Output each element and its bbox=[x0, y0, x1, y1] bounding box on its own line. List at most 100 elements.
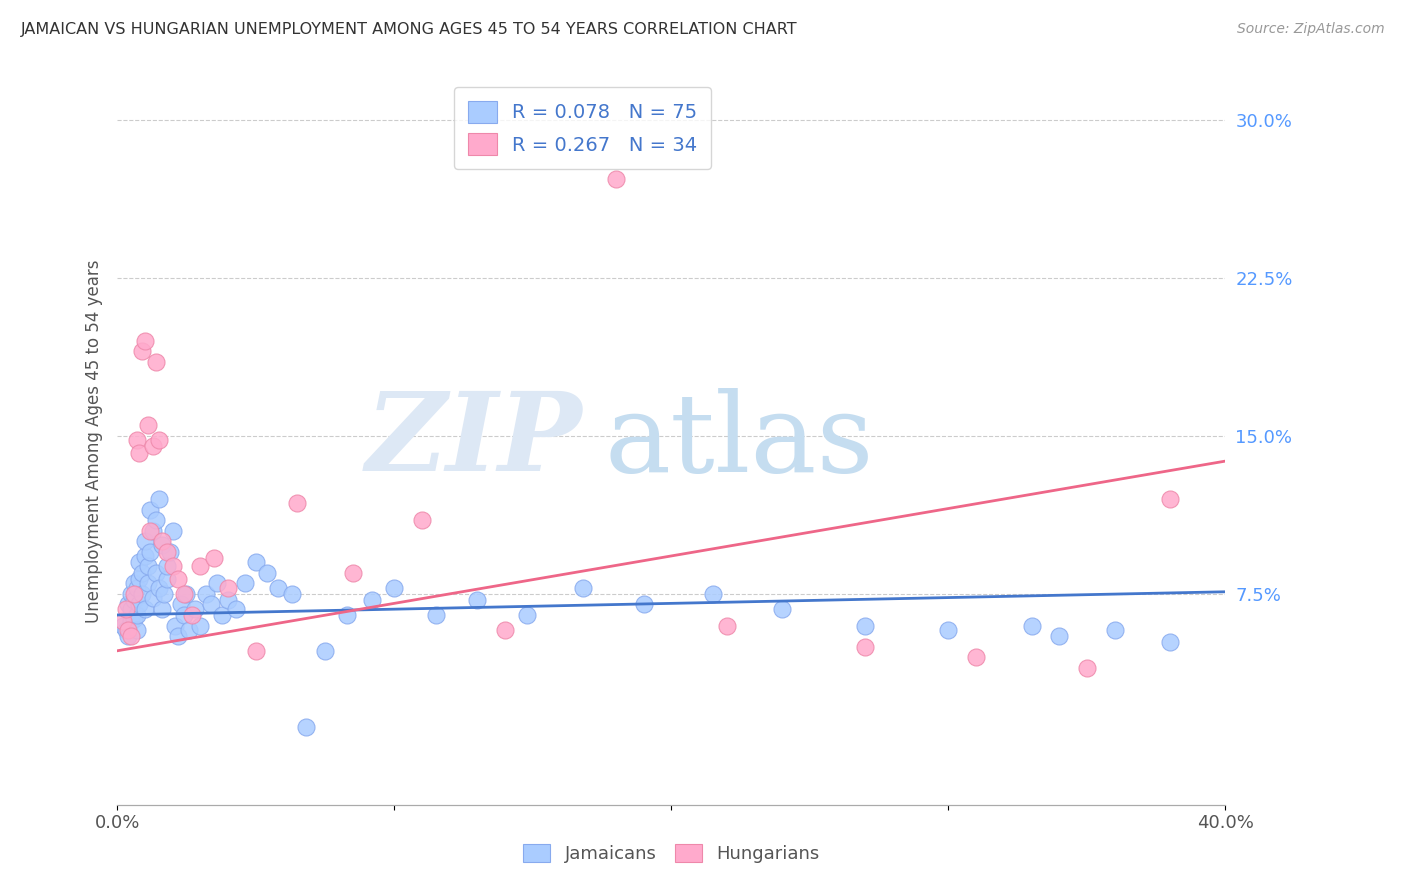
Point bbox=[122, 612, 145, 626]
Point bbox=[114, 623, 136, 637]
Point bbox=[200, 598, 222, 612]
Point bbox=[245, 644, 267, 658]
Y-axis label: Unemployment Among Ages 45 to 54 years: Unemployment Among Ages 45 to 54 years bbox=[86, 260, 103, 623]
Point bbox=[382, 581, 405, 595]
Point bbox=[188, 618, 211, 632]
Point bbox=[142, 524, 165, 538]
Point bbox=[139, 502, 162, 516]
Point bbox=[128, 555, 150, 569]
Point bbox=[205, 576, 228, 591]
Point bbox=[202, 551, 225, 566]
Point bbox=[245, 555, 267, 569]
Point bbox=[1159, 635, 1181, 649]
Point bbox=[128, 598, 150, 612]
Point bbox=[145, 566, 167, 580]
Point bbox=[122, 587, 145, 601]
Point bbox=[153, 587, 176, 601]
Point bbox=[181, 607, 204, 622]
Point bbox=[1076, 660, 1098, 674]
Point bbox=[336, 607, 359, 622]
Point bbox=[128, 572, 150, 586]
Point bbox=[117, 598, 139, 612]
Point bbox=[125, 607, 148, 622]
Point bbox=[256, 566, 278, 580]
Point bbox=[965, 650, 987, 665]
Point bbox=[425, 607, 447, 622]
Point bbox=[128, 445, 150, 459]
Point bbox=[1021, 618, 1043, 632]
Point bbox=[184, 601, 207, 615]
Text: Source: ZipAtlas.com: Source: ZipAtlas.com bbox=[1237, 22, 1385, 37]
Point bbox=[1047, 629, 1070, 643]
Point bbox=[1104, 623, 1126, 637]
Point bbox=[853, 618, 876, 632]
Point bbox=[167, 572, 190, 586]
Point bbox=[156, 559, 179, 574]
Point bbox=[159, 545, 181, 559]
Point bbox=[136, 576, 159, 591]
Point bbox=[111, 618, 134, 632]
Point bbox=[702, 587, 724, 601]
Point bbox=[605, 171, 627, 186]
Point bbox=[314, 644, 336, 658]
Point bbox=[165, 618, 187, 632]
Point bbox=[131, 566, 153, 580]
Text: JAMAICAN VS HUNGARIAN UNEMPLOYMENT AMONG AGES 45 TO 54 YEARS CORRELATION CHART: JAMAICAN VS HUNGARIAN UNEMPLOYMENT AMONG… bbox=[21, 22, 797, 37]
Point bbox=[494, 623, 516, 637]
Point bbox=[145, 513, 167, 527]
Point bbox=[571, 581, 593, 595]
Point bbox=[120, 601, 142, 615]
Point bbox=[125, 433, 148, 447]
Point bbox=[633, 598, 655, 612]
Point bbox=[770, 601, 793, 615]
Point bbox=[156, 572, 179, 586]
Point bbox=[111, 615, 134, 629]
Point bbox=[134, 334, 156, 348]
Point bbox=[139, 524, 162, 538]
Point bbox=[361, 593, 384, 607]
Point bbox=[467, 593, 489, 607]
Legend: R = 0.078   N = 75, R = 0.267   N = 34: R = 0.078 N = 75, R = 0.267 N = 34 bbox=[454, 87, 711, 169]
Point bbox=[131, 587, 153, 601]
Point bbox=[134, 549, 156, 563]
Point bbox=[148, 491, 170, 506]
Text: ZIP: ZIP bbox=[366, 387, 582, 495]
Point bbox=[1159, 491, 1181, 506]
Point bbox=[148, 433, 170, 447]
Point bbox=[716, 618, 738, 632]
Point bbox=[156, 545, 179, 559]
Point bbox=[145, 355, 167, 369]
Point bbox=[134, 534, 156, 549]
Point bbox=[122, 576, 145, 591]
Point bbox=[131, 344, 153, 359]
Point bbox=[136, 559, 159, 574]
Point bbox=[120, 629, 142, 643]
Point bbox=[173, 587, 195, 601]
Point bbox=[194, 587, 217, 601]
Point bbox=[120, 587, 142, 601]
Point bbox=[139, 545, 162, 559]
Point bbox=[142, 591, 165, 606]
Text: atlas: atlas bbox=[605, 387, 875, 494]
Point bbox=[217, 593, 239, 607]
Point bbox=[125, 581, 148, 595]
Point bbox=[162, 559, 184, 574]
Point bbox=[225, 601, 247, 615]
Point bbox=[150, 601, 173, 615]
Point bbox=[114, 601, 136, 615]
Point bbox=[117, 623, 139, 637]
Point bbox=[134, 601, 156, 615]
Point bbox=[411, 513, 433, 527]
Point bbox=[938, 623, 960, 637]
Point bbox=[170, 598, 193, 612]
Point bbox=[176, 587, 198, 601]
Point bbox=[211, 607, 233, 622]
Point bbox=[853, 640, 876, 654]
Point bbox=[120, 615, 142, 629]
Point bbox=[342, 566, 364, 580]
Point bbox=[167, 629, 190, 643]
Point bbox=[281, 587, 304, 601]
Point bbox=[179, 623, 201, 637]
Point bbox=[516, 607, 538, 622]
Point bbox=[233, 576, 256, 591]
